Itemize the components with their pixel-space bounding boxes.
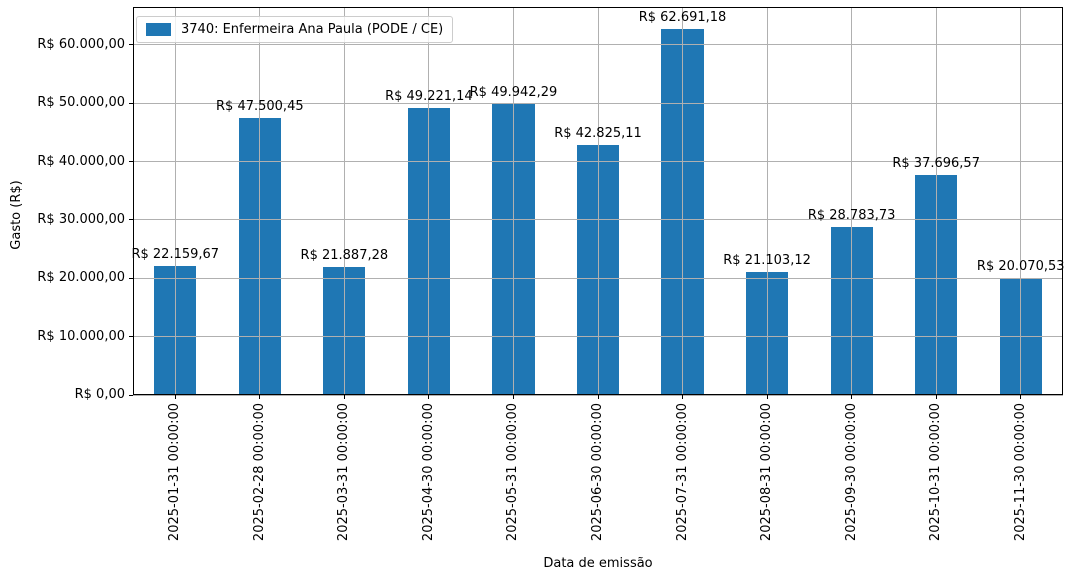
x-tick-mark bbox=[343, 395, 345, 399]
x-tick-mark bbox=[512, 395, 514, 399]
x-tick-label: 2025-04-30 00:00:00 bbox=[420, 403, 436, 542]
y-tick-label: R$ 0,00 bbox=[74, 387, 125, 402]
x-tick-label: 2025-09-30 00:00:00 bbox=[843, 403, 859, 542]
bar-value-label: R$ 49.221,14 bbox=[385, 88, 473, 104]
bar-value-label: R$ 20.070,53 bbox=[976, 258, 1065, 274]
y-tick-label: R$ 10.000,00 bbox=[37, 328, 125, 344]
y-tick-mark bbox=[129, 277, 133, 279]
v-gridline bbox=[343, 7, 345, 395]
x-tick-label: 2025-10-31 00:00:00 bbox=[928, 403, 944, 542]
x-tick-label: 2025-11-30 00:00:00 bbox=[1012, 403, 1028, 542]
x-tick-mark bbox=[597, 395, 599, 399]
bar-value-label: R$ 22.159,67 bbox=[131, 246, 220, 262]
y-tick-mark bbox=[129, 219, 133, 221]
x-tick-mark bbox=[174, 395, 176, 399]
y-tick-label: R$ 60.000,00 bbox=[37, 36, 125, 52]
bar-value-label: R$ 49.942,29 bbox=[469, 84, 558, 100]
y-tick-mark bbox=[129, 161, 133, 163]
y-tick-mark bbox=[129, 44, 133, 46]
x-tick-mark bbox=[259, 395, 261, 399]
x-axis-title: Data de emissão bbox=[543, 556, 653, 571]
y-tick-mark bbox=[129, 102, 133, 104]
v-gridline bbox=[851, 7, 853, 395]
v-gridline bbox=[512, 7, 514, 395]
v-gridline bbox=[259, 7, 261, 395]
v-gridline bbox=[766, 7, 768, 395]
x-tick-label: 2025-06-30 00:00:00 bbox=[590, 403, 605, 542]
x-tick-mark bbox=[851, 395, 853, 399]
v-gridline bbox=[682, 7, 684, 395]
legend-color-swatch bbox=[146, 23, 171, 36]
x-tick-mark bbox=[935, 395, 937, 399]
y-tick-label: R$ 20.000,00 bbox=[37, 270, 125, 286]
x-tick-mark bbox=[428, 395, 430, 399]
x-tick-mark bbox=[1020, 395, 1022, 399]
x-tick-mark bbox=[766, 395, 768, 399]
v-gridline bbox=[428, 7, 430, 395]
v-gridline bbox=[174, 7, 176, 395]
legend-label: 3740: Enfermeira Ana Paula (PODE / CE) bbox=[181, 22, 444, 37]
y-tick-label: R$ 50.000,00 bbox=[37, 95, 125, 111]
bar-value-label: R$ 28.783,73 bbox=[807, 208, 896, 224]
bar-value-label: R$ 47.500,45 bbox=[216, 98, 304, 114]
v-gridline bbox=[597, 7, 599, 395]
bar-value-label: R$ 42.825,11 bbox=[554, 126, 642, 142]
bar-value-label: R$ 21.103,12 bbox=[723, 252, 811, 268]
bar-value-label: R$ 62.691,18 bbox=[638, 10, 727, 26]
y-tick-label: R$ 30.000,00 bbox=[37, 211, 125, 227]
bar-value-label: R$ 37.696,57 bbox=[892, 156, 980, 172]
legend: 3740: Enfermeira Ana Paula (PODE / CE) bbox=[136, 16, 454, 43]
y-tick-mark bbox=[129, 336, 133, 338]
x-tick-label: 2025-03-31 00:00:00 bbox=[336, 403, 352, 542]
x-tick-label: 2025-08-31 00:00:00 bbox=[759, 403, 775, 542]
x-tick-label: 2025-01-31 00:00:00 bbox=[167, 403, 183, 542]
x-tick-mark bbox=[682, 395, 684, 399]
v-gridline bbox=[1020, 7, 1022, 395]
x-tick-label: 2025-02-28 00:00:00 bbox=[251, 403, 267, 542]
y-tick-label: R$ 40.000,00 bbox=[37, 153, 125, 169]
bar-value-label: R$ 21.887,28 bbox=[300, 248, 389, 264]
x-tick-label: 2025-05-31 00:00:00 bbox=[505, 403, 521, 542]
v-gridline bbox=[935, 7, 937, 395]
x-tick-label: 2025-07-31 00:00:00 bbox=[674, 403, 690, 542]
y-tick-mark bbox=[129, 394, 133, 396]
